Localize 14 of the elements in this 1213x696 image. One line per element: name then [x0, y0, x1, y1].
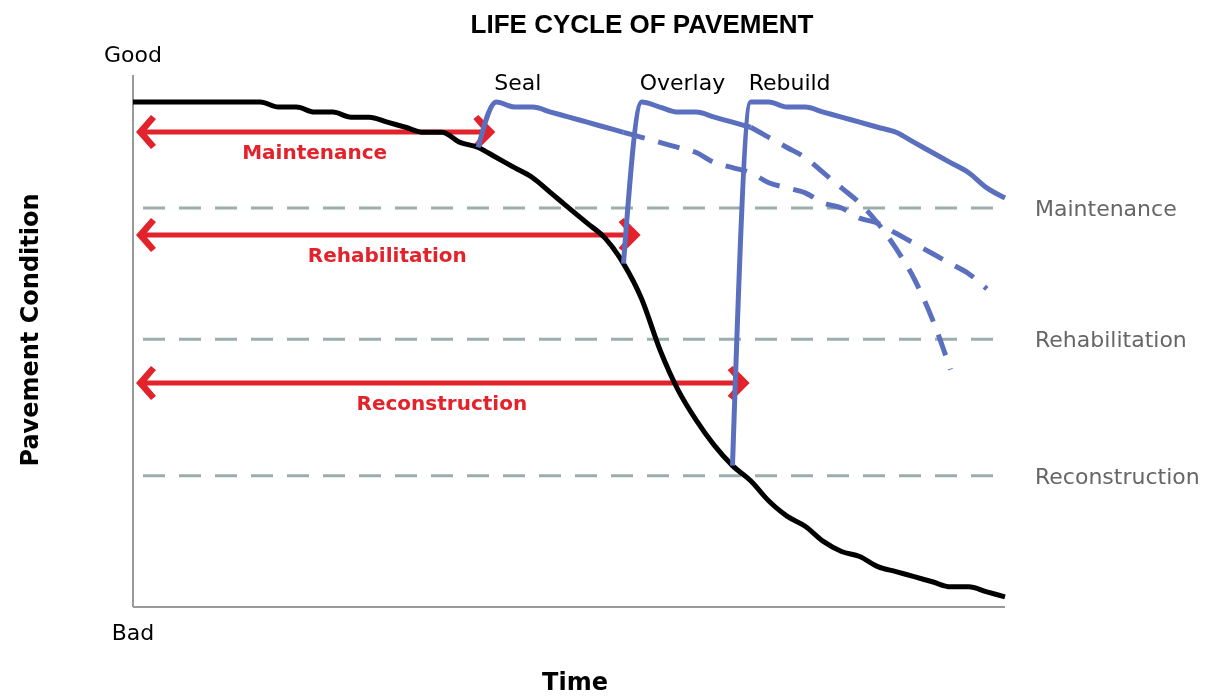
- ref-line-label: Rehabilitation: [1035, 327, 1187, 353]
- series-label: Overlay: [639, 70, 726, 95]
- ref-line-label: Maintenance: [1035, 196, 1177, 222]
- series-label: Seal: [494, 70, 542, 95]
- text: Good: [104, 42, 162, 67]
- annotation: Maintenance: [242, 140, 388, 164]
- ref-line-label: Reconstruction: [1035, 463, 1200, 489]
- y-axis-title: Pavement Condition: [16, 193, 44, 467]
- text: Bad: [111, 620, 155, 645]
- annotation: Rehabilitation: [307, 243, 467, 267]
- annotation: Reconstruction: [356, 391, 528, 415]
- series-label: Rebuild: [748, 70, 831, 95]
- chart-title: LIFE CYCLE OF PAVEMENT: [470, 9, 814, 39]
- x-axis-title: Time: [542, 668, 608, 696]
